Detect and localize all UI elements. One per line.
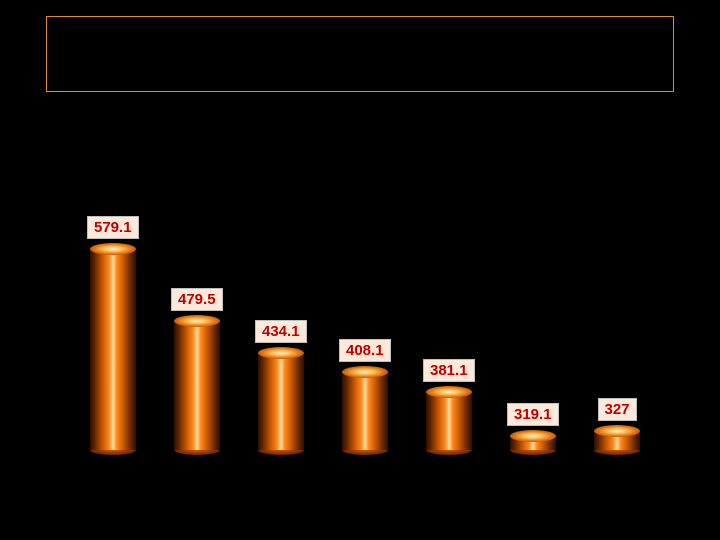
bar [342, 372, 388, 450]
bar-body [258, 353, 304, 450]
bar-body [90, 249, 136, 450]
bar-body [342, 372, 388, 450]
bar-value-label: 319.1 [507, 403, 559, 426]
bar [510, 436, 556, 450]
title-box [46, 16, 674, 92]
bar-value-label: 408.1 [339, 339, 391, 362]
bar [258, 353, 304, 450]
bar-value-label: 434.1 [255, 320, 307, 343]
bar-value-label: 381.1 [423, 359, 475, 382]
bar-body [510, 436, 556, 450]
bar-value-label: 327 [598, 398, 637, 421]
slide-canvas: 579.1 479.5 434.1 408.1 381.1 319.1 327 [0, 0, 720, 540]
bar [594, 431, 640, 450]
bar-chart: 579.1 479.5 434.1 408.1 381.1 319.1 327 [70, 150, 670, 450]
bar [426, 392, 472, 450]
bar [90, 249, 136, 450]
bar-body [594, 431, 640, 450]
bar-value-label: 579.1 [87, 216, 139, 239]
bar-body [426, 392, 472, 450]
bar-body [174, 321, 220, 450]
bar [174, 321, 220, 450]
bar-value-label: 479.5 [171, 288, 223, 311]
